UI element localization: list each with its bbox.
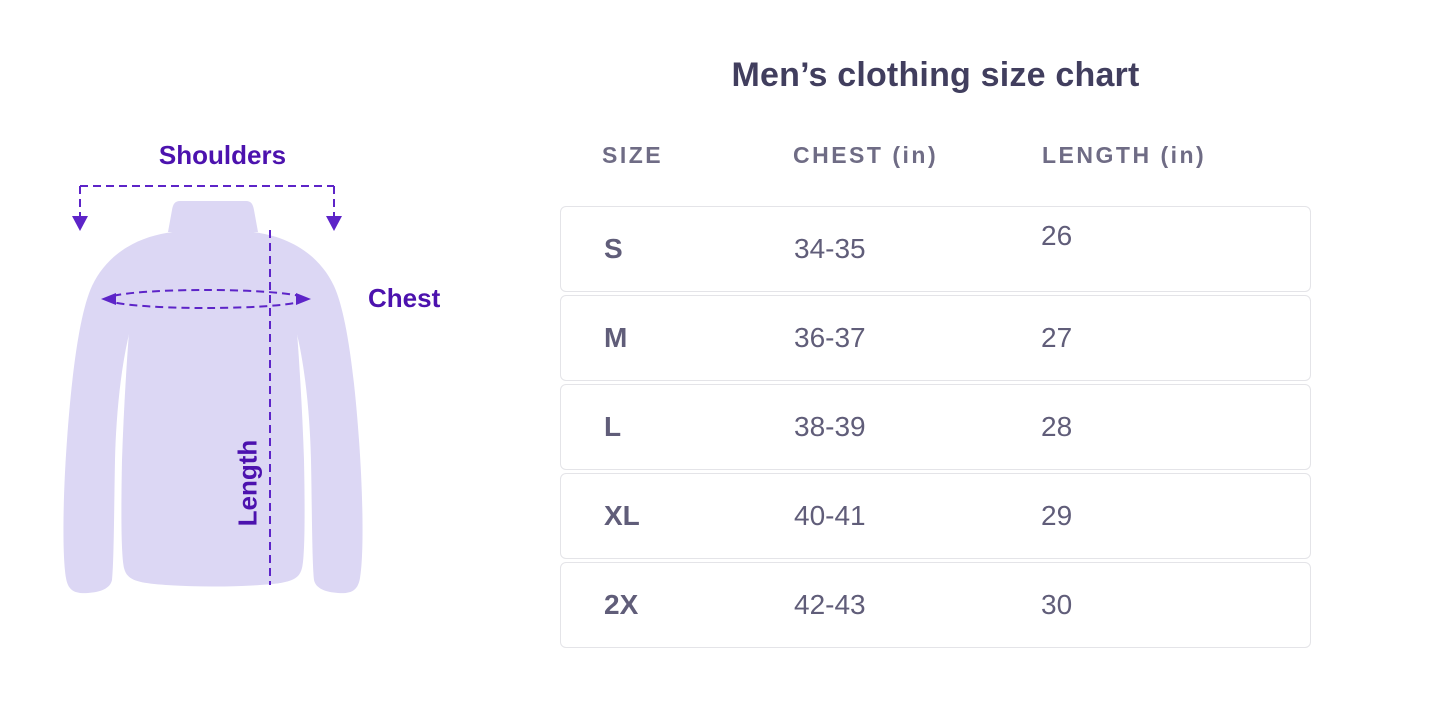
- table-row: 2X 42-43 30: [560, 562, 1311, 648]
- chest-label: Chest: [368, 283, 441, 313]
- column-header-size: SIZE: [602, 142, 664, 168]
- shoulders-arrow-left-icon: [72, 216, 88, 231]
- shirt-body: [121, 232, 305, 587]
- shoulders-label: Shoulders: [158, 140, 287, 170]
- length-value: 28: [1041, 411, 1073, 442]
- table-row: L 38-39 28: [560, 384, 1311, 470]
- chest-value: 34-35: [794, 233, 866, 264]
- shoulders-arrow-right-icon: [326, 216, 342, 231]
- size-value: 2X: [604, 589, 639, 620]
- chest-value: 36-37: [794, 322, 866, 353]
- length-value: 27: [1041, 322, 1073, 353]
- column-header-chest: CHEST (in): [793, 142, 939, 168]
- length-value: 26: [1041, 220, 1073, 251]
- size-value: L: [604, 411, 622, 442]
- chest-arrow-left-icon: [101, 293, 116, 305]
- shirt-collar: [168, 201, 258, 232]
- chest-value: 42-43: [794, 589, 866, 620]
- length-value: 30: [1041, 589, 1073, 620]
- table-header-row: SIZE CHEST (in) LENGTH (in): [560, 142, 1311, 170]
- length-label: Length: [232, 439, 263, 527]
- size-table: S 34-35 26 M 36-37 27 L 38-39 28 XL 40-4…: [560, 206, 1311, 651]
- shirt-diagram: [63, 185, 363, 594]
- chest-value: 40-41: [794, 500, 866, 531]
- length-value: 29: [1041, 500, 1073, 531]
- page-title: Men’s clothing size chart: [731, 56, 1140, 94]
- column-header-length: LENGTH (in): [1042, 142, 1207, 168]
- shoulders-measure-line: [79, 185, 335, 216]
- size-value: XL: [604, 500, 640, 531]
- size-value: S: [604, 233, 623, 264]
- shirt-right-sleeve: [253, 232, 363, 594]
- shirt-left-sleeve: [63, 232, 174, 594]
- size-value: M: [604, 322, 628, 353]
- table-row: M 36-37 27: [560, 295, 1311, 381]
- chest-value: 38-39: [794, 411, 866, 442]
- chest-arrow-right-icon: [296, 293, 311, 305]
- table-row: S 34-35 26: [560, 206, 1311, 292]
- table-row: XL 40-41 29: [560, 473, 1311, 559]
